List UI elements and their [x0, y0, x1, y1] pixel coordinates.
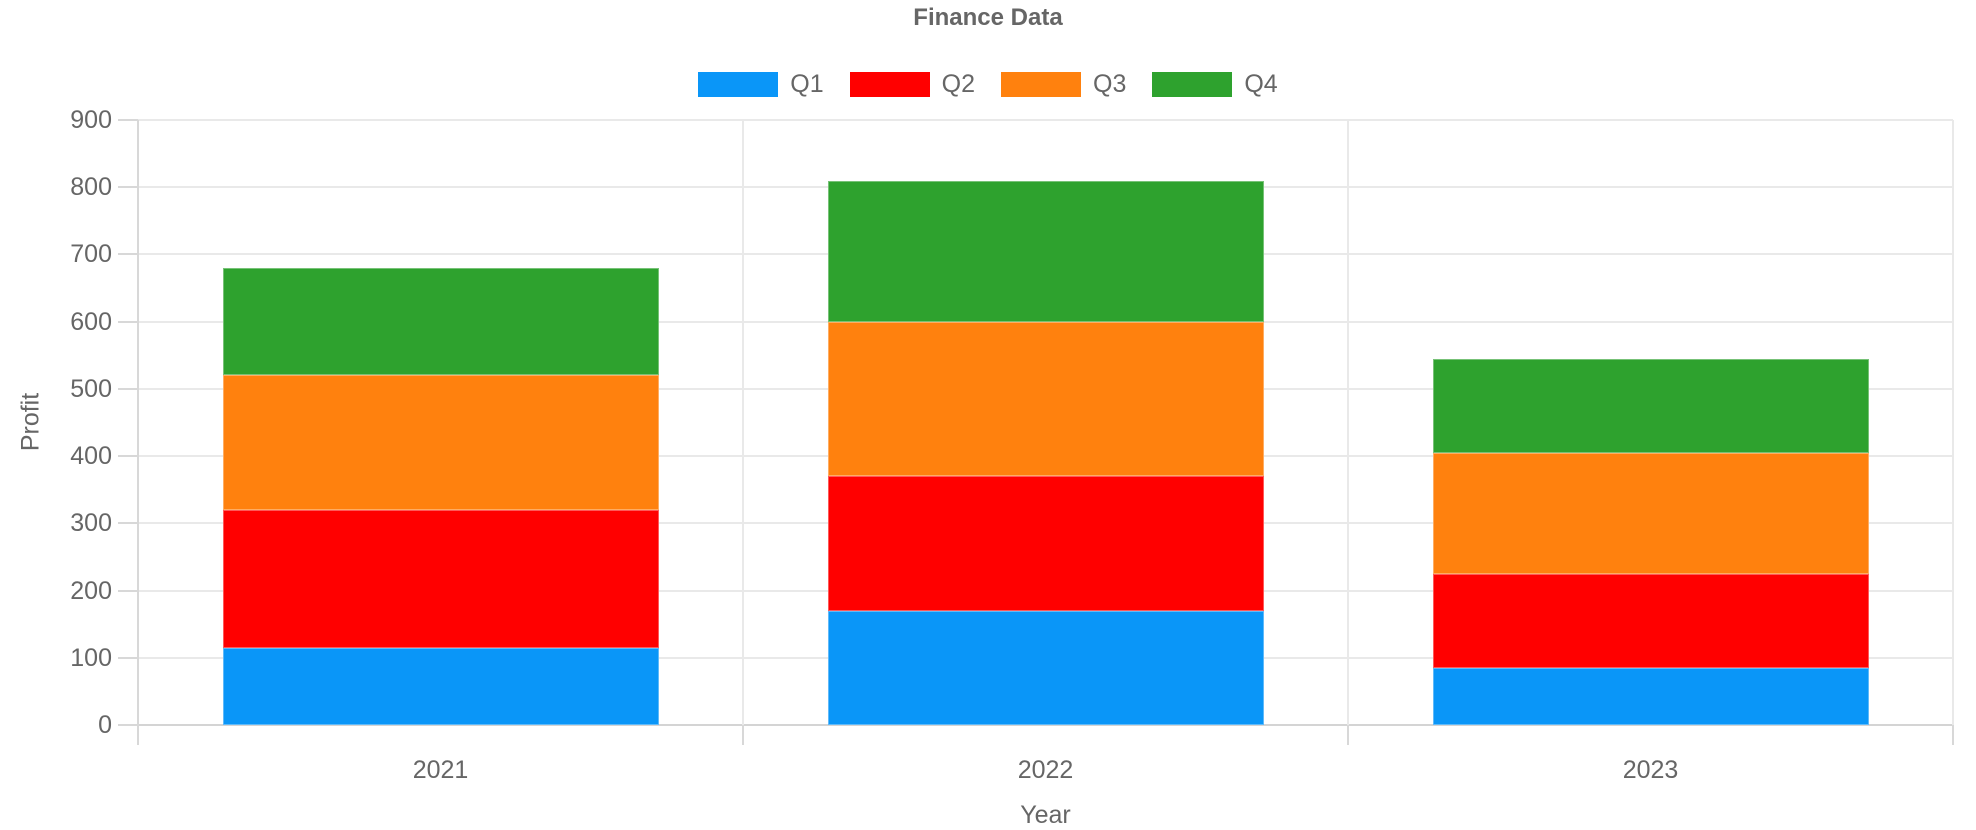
gridline-vertical: [742, 120, 744, 725]
x-axis-tick-mark: [1347, 725, 1349, 745]
y-axis-tick-mark: [118, 724, 138, 726]
bar-stack-2022: [827, 180, 1264, 725]
bar-segment-2021-q4[interactable]: [222, 267, 659, 376]
x-axis-tick-mark: [137, 725, 139, 745]
y-axis-tick-label: 800: [70, 173, 112, 202]
legend-swatch-q4-icon: [1152, 71, 1233, 97]
legend-swatch-q2-icon: [849, 71, 930, 97]
bar-segment-2022-q2[interactable]: [827, 476, 1264, 611]
legend-label: Q3: [1093, 69, 1127, 98]
legend-swatch-q3-icon: [1001, 71, 1081, 97]
legend-item-q4[interactable]: Q4: [1152, 69, 1278, 99]
bar-segment-2023-q4[interactable]: [1432, 358, 1869, 453]
bar-segment-2022-q4[interactable]: [827, 180, 1264, 322]
y-axis-tick-label: 0: [98, 711, 112, 739]
x-axis-tick-label: 2023: [1622, 756, 1679, 784]
y-axis-tick-label: 900: [70, 106, 112, 134]
y-axis-tick-label: 500: [70, 374, 112, 403]
bar-segment-2021-q2[interactable]: [222, 509, 659, 648]
legend-label: Q1: [790, 69, 824, 98]
y-axis-tick-label: 200: [70, 576, 112, 605]
legend-item-q3[interactable]: Q3: [1001, 70, 1126, 99]
y-axis-tick-mark: [118, 253, 138, 256]
bar-segment-2022-q3[interactable]: [827, 321, 1264, 477]
bar-segment-2021-q3[interactable]: [222, 375, 659, 510]
bar-segment-2023-q3[interactable]: [1432, 452, 1869, 574]
x-axis-title: Year: [1020, 801, 1071, 829]
plot-area: [137, 119, 1954, 726]
bar-segment-2023-q2[interactable]: [1432, 573, 1869, 668]
y-axis-tick-mark: [118, 320, 138, 323]
chart-legend: Q1 Q2 Q3 Q4: [0, 68, 1976, 100]
gridline-horizontal: [138, 119, 1953, 121]
gridline-vertical: [137, 120, 139, 725]
y-axis-tick-mark: [118, 656, 138, 659]
y-axis-tick-mark: [118, 119, 138, 121]
gridline-horizontal: [138, 724, 1953, 726]
y-axis-tick-mark: [118, 589, 138, 592]
y-axis-tick-label: 600: [70, 307, 112, 336]
bar-stack-2021: [222, 267, 659, 725]
y-axis-tick-mark: [118, 186, 138, 189]
gridline-vertical: [1347, 120, 1349, 725]
legend-label: Q2: [941, 69, 975, 98]
y-axis-tick-label: 700: [70, 240, 112, 269]
bar-stack-2023: [1432, 358, 1869, 725]
gridline-vertical: [1952, 120, 1954, 725]
y-axis-tick-label: 300: [70, 509, 112, 538]
x-axis-tick-label: 2021: [412, 756, 469, 784]
legend-item-q1[interactable]: Q1: [698, 69, 824, 99]
y-axis-tick-mark: [118, 455, 138, 458]
bar-segment-2022-q1[interactable]: [827, 610, 1264, 725]
x-axis-tick-label: 2022: [1017, 756, 1074, 784]
y-axis-tick-label: 400: [70, 442, 112, 471]
bar-segment-2023-q1[interactable]: [1432, 667, 1869, 725]
legend-item-q2[interactable]: Q2: [849, 69, 975, 99]
y-axis-tick-mark: [118, 522, 138, 525]
y-axis-tick-label: 100: [70, 643, 112, 672]
bar-segment-2021-q1[interactable]: [222, 647, 659, 725]
legend-label: Q4: [1244, 69, 1278, 98]
x-axis-tick-mark: [742, 725, 744, 745]
legend-swatch-q1-icon: [698, 71, 779, 97]
x-axis-tick-mark: [1952, 725, 1954, 745]
chart-title: Finance Data: [913, 4, 1063, 31]
y-axis-tick-mark: [118, 387, 138, 390]
